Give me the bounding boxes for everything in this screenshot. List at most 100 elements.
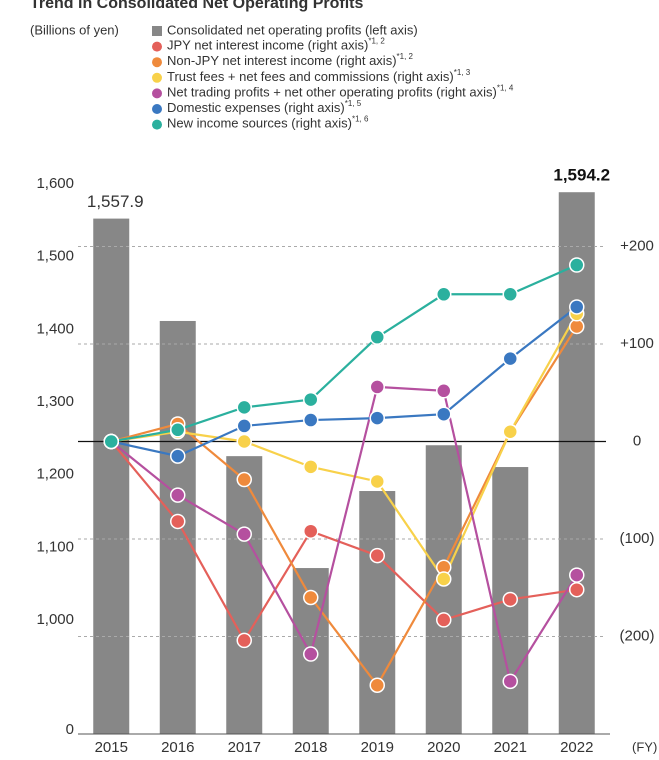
series-marker [369, 473, 385, 490]
series-marker [369, 547, 385, 564]
series-marker [569, 318, 585, 335]
series-marker [170, 422, 186, 438]
x-tick-label: 2018 [294, 739, 327, 756]
y-tick-label: 1,200 [36, 466, 74, 483]
series-marker [369, 410, 385, 426]
legend-note: *1, 4 [497, 84, 514, 93]
series-marker [369, 677, 385, 693]
series-marker [502, 591, 518, 608]
series-marker [436, 286, 452, 303]
bar-value-label: 1,557.9 [87, 192, 144, 211]
y2-tick-label: (100) [619, 530, 654, 547]
series-marker [170, 513, 186, 530]
legend-note: *1, 2 [368, 37, 385, 46]
y2-tick-label: (200) [619, 627, 654, 644]
series-line [111, 306, 578, 458]
series-marker [436, 571, 452, 587]
bar-value-label: 1,594.2 [553, 166, 610, 185]
x-tick-label: 2016 [161, 739, 194, 756]
legend-name: JPY net interest income (right axis) [167, 38, 368, 53]
legend-label: Consolidated net operating profits (left… [167, 22, 418, 37]
legend-note: *1, 2 [397, 52, 414, 61]
bar [93, 218, 130, 735]
bar [226, 456, 263, 734]
x-tick-label: 2015 [95, 739, 128, 756]
y-tick-label: 0 [66, 721, 74, 738]
legend-note: *1, 6 [352, 115, 369, 124]
y2-tick-label: +200 [620, 237, 654, 254]
legend-name: Domestic expenses (right axis) [167, 100, 345, 115]
y-tick-label: 1,500 [36, 248, 74, 265]
series-marker [303, 391, 319, 408]
x-tick-label: 2021 [494, 739, 527, 756]
legend-label: JPY net interest income (right axis)*1, … [167, 37, 385, 53]
legend-swatch [152, 119, 162, 130]
series-marker [369, 329, 385, 345]
bar [359, 491, 396, 734]
x-tick-label: 2019 [361, 739, 394, 756]
series-marker [502, 673, 518, 690]
x-tick-label: 2022 [560, 739, 593, 756]
y2-tick-label: +100 [620, 335, 654, 352]
legend-swatch [152, 41, 162, 52]
x-axis-label: (FY) [632, 739, 657, 754]
series-marker [236, 471, 252, 488]
bar [558, 192, 595, 734]
series-marker [236, 632, 252, 649]
series-line [110, 385, 578, 685]
series-marker [170, 448, 186, 464]
legend-label: New income sources (right axis)*1, 6 [167, 115, 369, 131]
series-marker [303, 589, 319, 606]
series-marker [436, 383, 452, 399]
legend-swatch [152, 104, 162, 114]
y-tick-label: 1,100 [36, 538, 74, 555]
series-marker [103, 433, 119, 450]
series-marker [236, 526, 252, 542]
series-marker [303, 459, 319, 475]
series-marker [436, 612, 452, 628]
legend-label: Net trading profits + net other operatin… [167, 84, 514, 100]
series-marker [369, 379, 385, 395]
y-axis-label: (Billions of yen) [30, 22, 119, 37]
legend-name: New income sources (right axis) [167, 116, 352, 131]
y-tick-label: 1,300 [36, 393, 74, 410]
series-marker [303, 523, 319, 539]
series-line [111, 264, 578, 443]
series-marker [502, 424, 518, 440]
legend-label: Non-JPY net interest income (right axis)… [167, 52, 414, 68]
series-marker [170, 487, 186, 503]
series-marker [502, 350, 518, 367]
series-marker [569, 567, 585, 583]
series-line [110, 440, 577, 643]
series-marker [236, 399, 252, 416]
legend-swatch [152, 88, 162, 99]
y2-tick-label: 0 [633, 432, 641, 449]
series-marker [236, 433, 252, 450]
series-marker [569, 257, 585, 273]
legend-name: Non-JPY net interest income (right axis) [167, 54, 397, 69]
series-marker [436, 406, 452, 422]
x-tick-label: 2020 [427, 739, 460, 756]
legend-note: *1, 5 [345, 99, 362, 108]
chart-title: Trend in Consolidated Net Operating Prof… [30, 0, 363, 12]
series-marker [569, 299, 585, 315]
legend-name: Trust fees + net fees and commissions (r… [167, 69, 454, 84]
series-marker [236, 418, 252, 434]
series-line [111, 313, 578, 582]
y-tick-label: 1,000 [36, 611, 74, 628]
series-marker [303, 646, 319, 662]
x-tick-label: 2017 [228, 739, 261, 756]
series-marker [502, 286, 518, 303]
y-tick-label: 1,400 [36, 320, 74, 337]
legend-swatch [152, 26, 162, 36]
legend-swatch [152, 57, 162, 68]
legend-label: Trust fees + net fees and commissions (r… [167, 68, 471, 84]
legend-swatch [152, 72, 162, 83]
legend-label: Domestic expenses (right axis)*1, 5 [167, 99, 362, 115]
legend-note: *1, 3 [454, 68, 471, 77]
legend-name: Net trading profits + net other operatin… [167, 85, 497, 100]
y-tick-label: 1,600 [36, 175, 74, 192]
series-marker [303, 412, 319, 428]
series-marker [569, 581, 585, 598]
